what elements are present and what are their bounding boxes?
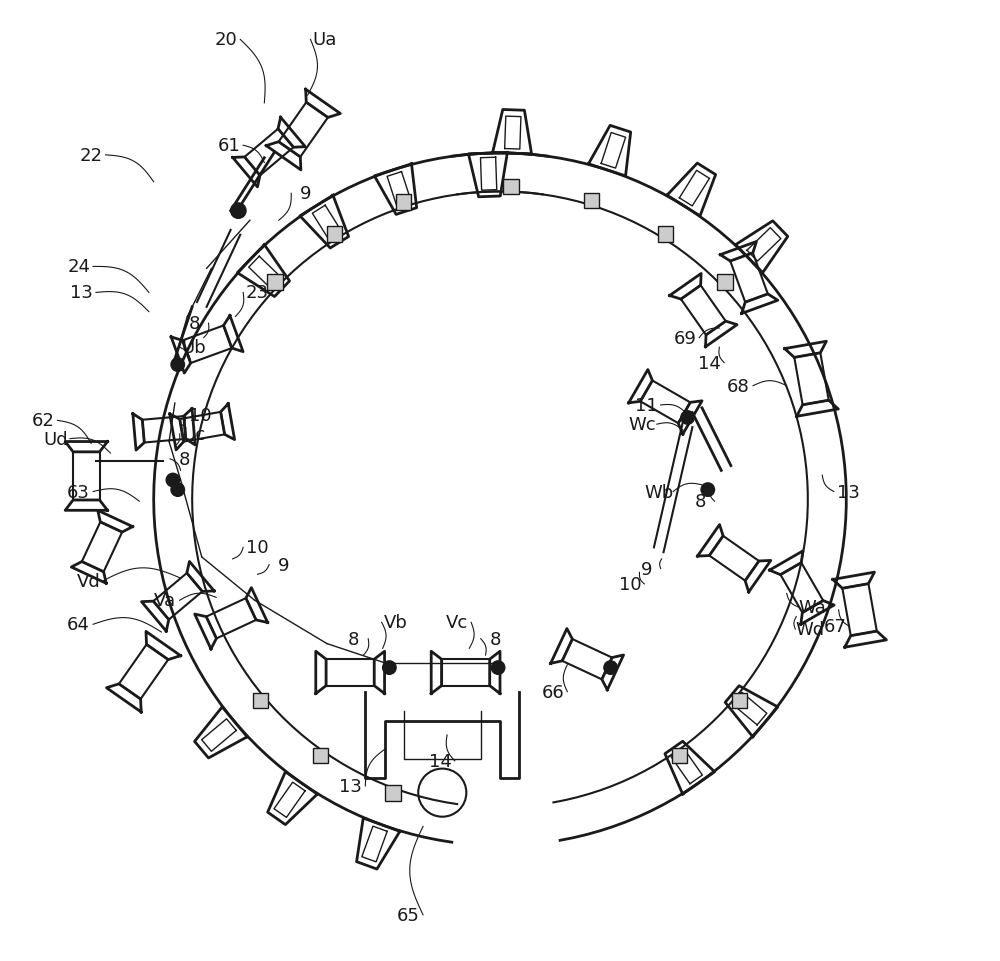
Text: 14: 14 [698,355,721,372]
Text: 10: 10 [246,539,269,556]
Bar [267,275,283,290]
Text: Ud: Ud [43,431,68,448]
Circle shape [383,661,396,675]
Bar [503,180,519,195]
Text: Wc: Wc [629,416,656,433]
Text: 13: 13 [70,284,93,302]
Text: Uc: Uc [183,426,206,443]
Text: 8: 8 [348,630,359,648]
Circle shape [491,661,505,675]
Text: 14: 14 [429,752,452,770]
Circle shape [171,483,184,497]
Text: 9: 9 [278,556,289,574]
Text: 9: 9 [640,560,652,578]
Text: 20: 20 [214,32,237,49]
Text: 68: 68 [727,378,750,395]
Bar [396,195,411,210]
Text: 8: 8 [490,630,501,648]
Circle shape [604,661,617,675]
Text: 11: 11 [635,397,658,414]
Bar [717,275,733,290]
Text: 8: 8 [188,315,200,333]
Circle shape [171,358,184,372]
Text: Ub: Ub [182,339,206,357]
Bar [732,693,747,708]
Bar [313,748,328,763]
Text: Vd: Vd [76,573,100,590]
Text: 10: 10 [189,407,211,424]
Bar [385,785,401,801]
Text: 66: 66 [542,683,564,701]
Text: 23: 23 [246,284,269,302]
Text: 64: 64 [67,616,90,633]
Text: 9: 9 [300,185,311,203]
Bar [658,227,673,242]
Bar [672,748,687,763]
Text: 62: 62 [32,412,54,430]
Bar [584,193,599,209]
Text: 24: 24 [67,259,90,276]
Text: Vb: Vb [384,614,408,631]
Text: 63: 63 [67,483,90,501]
Circle shape [701,483,715,497]
Text: Vc: Vc [446,614,468,631]
Circle shape [681,411,694,425]
Text: Ua: Ua [313,32,337,49]
Text: Wb: Wb [644,483,673,501]
Bar [327,227,342,242]
Circle shape [231,204,246,219]
Text: 8: 8 [179,451,190,468]
Text: Va: Va [154,592,176,609]
Circle shape [166,474,180,487]
Text: 67: 67 [823,618,846,635]
Text: Wd: Wd [795,621,824,638]
Text: Wa: Wa [799,599,827,616]
Text: 65: 65 [397,906,420,924]
Text: 22: 22 [80,147,103,164]
Text: 10: 10 [619,576,641,593]
Text: 69: 69 [673,330,696,347]
Text: 8: 8 [694,493,706,510]
Bar [253,693,268,708]
Text: 13: 13 [837,483,860,501]
Text: 13: 13 [339,777,362,795]
Text: 61: 61 [217,137,240,155]
